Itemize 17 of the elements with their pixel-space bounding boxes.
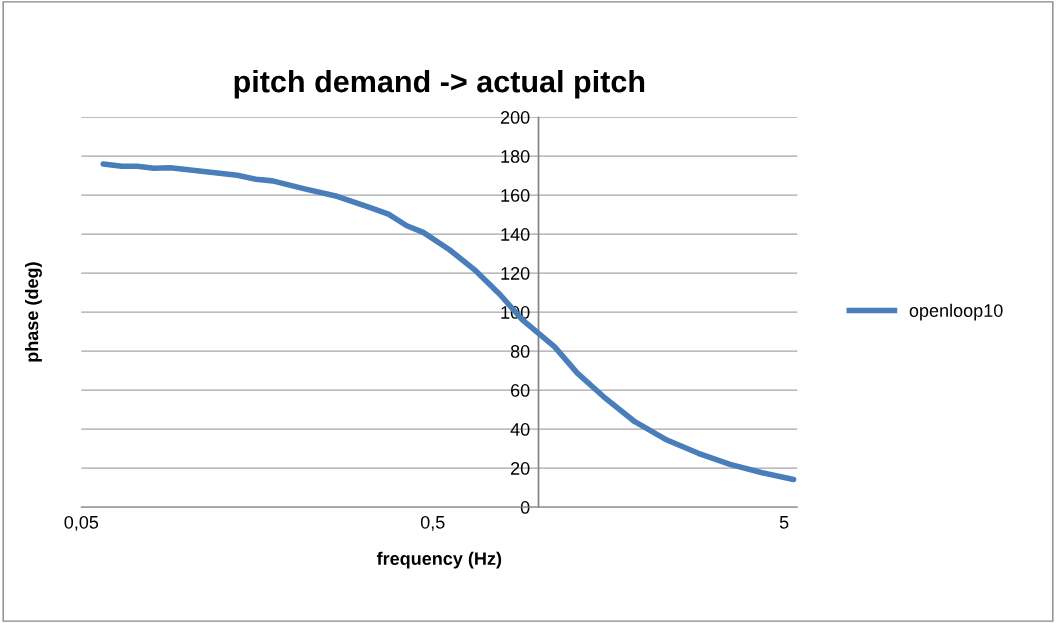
x-tick-label: 0,5 bbox=[420, 515, 445, 531]
x-axis-title: frequency (Hz) bbox=[376, 551, 502, 569]
y-tick-label: 0 bbox=[520, 501, 530, 514]
legend-label: openloop10 bbox=[909, 303, 1003, 321]
y-tick-label: 80 bbox=[510, 345, 530, 358]
y-tick-label: 160 bbox=[501, 189, 530, 202]
y-tick-label: 180 bbox=[501, 150, 530, 163]
x-tick-label: 5 bbox=[779, 516, 789, 529]
y-tick-label: 20 bbox=[511, 462, 530, 475]
y-axis-title: phase (deg) bbox=[25, 262, 42, 362]
y-tick-label: 140 bbox=[501, 228, 530, 241]
y-tick-label: 200 bbox=[500, 111, 530, 124]
y-tick-label: 60 bbox=[511, 384, 530, 397]
chart-title: pitch demand -> actual pitch bbox=[234, 69, 645, 99]
y-tick-label: 120 bbox=[501, 267, 530, 280]
x-tick-label: 0,05 bbox=[64, 515, 99, 531]
y-tick-label: 40 bbox=[510, 423, 530, 436]
